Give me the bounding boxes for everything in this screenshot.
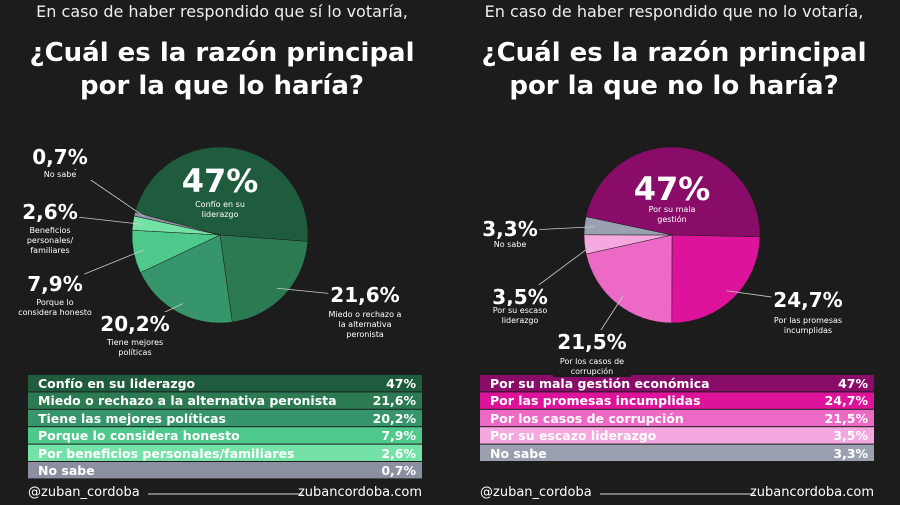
table-row: [480, 375, 874, 392]
row-value: 0,7%: [381, 463, 416, 478]
slice-value: 21,5%: [555, 330, 629, 354]
slice-value: 0,7%: [30, 145, 90, 169]
title: por la que no lo haría?: [509, 71, 839, 101]
pie-slice: [585, 146, 761, 238]
table-row: [28, 462, 422, 479]
table-row: [480, 409, 874, 427]
row-label: No sabe: [490, 445, 547, 461]
footer-handle: @zuban_cordoba: [480, 485, 592, 500]
slice-value: 47%: [633, 170, 711, 208]
slice-label: No sabe: [471, 240, 549, 250]
slice-value: 7,9%: [25, 272, 85, 296]
row-label: Por su mala gestión económica: [490, 376, 710, 391]
pie-slice: [133, 211, 221, 236]
table-row: [28, 375, 422, 392]
row-value: 7,9%: [381, 428, 416, 444]
row-label: Miedo o rechazo a la alternativa peronis…: [38, 393, 337, 409]
footer-handle: @zuban_cordoba: [28, 485, 140, 500]
row-label: No sabe: [38, 463, 95, 478]
row-label: Por su escazo liderazgo: [490, 428, 657, 444]
title: por la que lo haría?: [80, 71, 364, 101]
pie-slice: [134, 146, 309, 242]
row-value: 21,5%: [824, 410, 868, 426]
slice-label: Porque lo considera honesto: [16, 298, 94, 318]
row-value: 21,6%: [372, 393, 416, 409]
slice-value: 47%: [181, 162, 259, 200]
table-row: [480, 427, 874, 444]
slice-label: Tiene mejores políticas: [96, 338, 174, 358]
pie-slice: [583, 216, 673, 236]
row-label: Confío en su liderazgo: [38, 376, 196, 391]
footer-url: zubancordoba.com: [297, 485, 422, 500]
table-row: [480, 392, 874, 409]
row-value: 3,5%: [833, 428, 868, 444]
title: ¿Cuál es la razón principal: [481, 38, 867, 68]
slice-label: Confío en su liderazgo: [195, 200, 245, 219]
slice-label: Por los casos de corrupción: [553, 357, 631, 377]
table-row: [28, 444, 422, 461]
slice-value: 2,6%: [20, 200, 80, 224]
pie-slice: [140, 234, 233, 324]
row-label: Por beneficios personales/familiares: [38, 445, 295, 461]
pie-slice: [219, 234, 309, 323]
row-label: Tiene las mejores políticas: [38, 410, 226, 426]
pie-slice: [585, 234, 673, 324]
row-value: 47%: [386, 376, 416, 391]
slice-label: Por su escaso liderazgo: [481, 306, 559, 326]
subtitle: En caso de haber respondido que sí lo vo…: [36, 2, 408, 21]
table-row: [480, 444, 874, 461]
title: ¿Cuál es la razón principal: [29, 38, 415, 68]
slice-value: 24,7%: [771, 288, 845, 312]
slice-value: 3,3%: [480, 217, 540, 241]
slice-value: 3,5%: [490, 285, 550, 309]
row-value: 3,3%: [833, 445, 868, 461]
table-row: [28, 427, 422, 444]
slice-value: 21,6%: [328, 283, 402, 307]
slice-label: Por su mala gestión: [648, 205, 696, 224]
slice-value: 20,2%: [98, 312, 172, 336]
slice-label: Por las promesas incumplidas: [769, 316, 847, 336]
row-label: Porque lo considera honesto: [38, 428, 240, 444]
row-value: 24,7%: [824, 393, 868, 409]
slice-label: Miedo o rechazo a la alternativa peronis…: [326, 310, 404, 340]
footer-url: zubancordoba.com: [749, 485, 874, 500]
row-value: 20,2%: [372, 410, 416, 426]
row-value: 2,6%: [381, 445, 416, 461]
slice-label: No sabe: [21, 170, 99, 180]
subtitle: En caso de haber respondido que no lo vo…: [484, 2, 864, 21]
row-label: Por los casos de corrupción: [490, 410, 684, 426]
row-label: Por las promesas incumplidas: [490, 393, 701, 409]
slice-label: Beneficios personales/ familiares: [11, 226, 89, 256]
pie-slice: [671, 234, 761, 324]
table-row: [28, 409, 422, 427]
table-row: [28, 392, 422, 409]
row-value: 47%: [838, 376, 868, 391]
